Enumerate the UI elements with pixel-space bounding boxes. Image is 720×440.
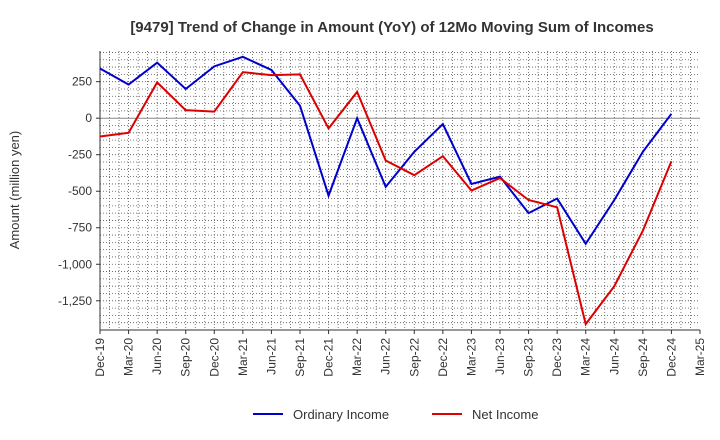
x-tick-labels: Dec-19 Mar-20 Jun-20 Sep-20 Dec-20 Mar-21 Jun-…: [93, 330, 707, 377]
x-tick-label: Jun-21: [264, 338, 278, 375]
x-tick-label: Mar-24: [579, 338, 593, 376]
y-tick-labels: 250 0 -250 -500 -750 -1,000 -1,250: [58, 75, 100, 308]
y-tick-label: -250: [68, 148, 92, 162]
x-tick-label: Sep-24: [636, 338, 650, 377]
x-tick-label: Dec-23: [550, 338, 564, 377]
legend: Ordinary Income Net Income: [253, 407, 538, 422]
y-axis-label: Amount (million yen): [7, 131, 22, 250]
x-tick-label: Sep-23: [522, 338, 536, 377]
x-tick-label: Mar-25: [693, 338, 707, 376]
y-tick-label: -1,000: [58, 257, 92, 271]
x-tick-label: Sep-21: [293, 338, 307, 377]
x-tick-label: Dec-19: [93, 338, 107, 377]
y-tick-label: -500: [68, 184, 92, 198]
x-tick-label: Dec-22: [436, 338, 450, 377]
chart-title: [9479] Trend of Change in Amount (YoY) o…: [130, 19, 653, 36]
legend-label: Net Income: [472, 407, 538, 422]
x-tick-label: Sep-20: [179, 338, 193, 377]
x-tick-label: Jun-20: [150, 338, 164, 375]
x-tick-label: Dec-24: [664, 338, 678, 377]
plot-area: [100, 51, 700, 330]
x-tick-label: Jun-23: [493, 338, 507, 375]
plot-background: [100, 51, 700, 330]
series-line-ordinary-income: [99, 55, 673, 246]
x-tick-label: Jun-24: [607, 338, 621, 375]
x-tick-label: Mar-22: [350, 338, 364, 376]
y-tick-label: 250: [72, 75, 92, 89]
y-tick-label: 0: [85, 111, 92, 125]
x-tick-label: Dec-21: [322, 338, 336, 377]
x-tick-label: Mar-20: [122, 338, 136, 376]
y-tick-label: -1,250: [58, 294, 92, 308]
x-tick-label: Dec-20: [207, 338, 221, 377]
axes: [99, 51, 700, 331]
series-line-net-income: [99, 71, 673, 327]
x-tick-label: Mar-21: [236, 338, 250, 376]
legend-label: Ordinary Income: [293, 407, 389, 422]
grid-lines: [100, 51, 700, 330]
x-tick-label: Sep-22: [407, 338, 421, 377]
series-lines: [99, 55, 673, 327]
y-tick-label: -750: [68, 221, 92, 235]
x-tick-label: Mar-23: [464, 338, 478, 376]
x-tick-label: Jun-22: [379, 338, 393, 375]
